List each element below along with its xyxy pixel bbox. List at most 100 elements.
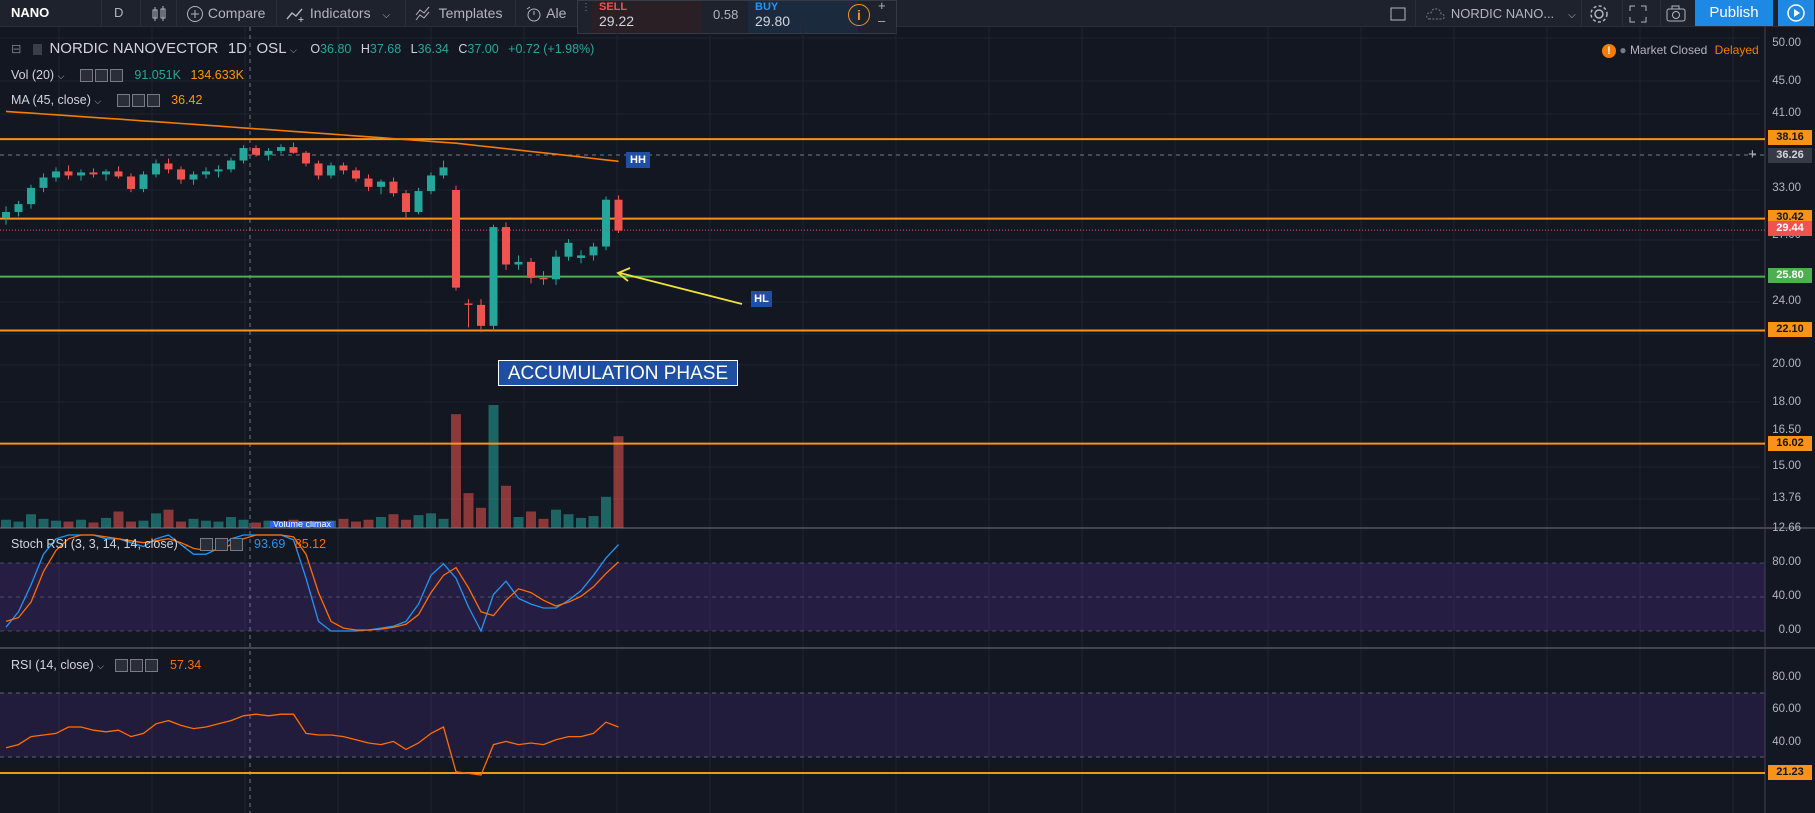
hh-label[interactable]: HH <box>626 152 650 168</box>
legend-title[interactable]: NORDIC NANOVECTOR <box>49 40 219 57</box>
alert-label: Ale <box>546 5 567 21</box>
gear-icon[interactable] <box>94 69 108 83</box>
candle-body <box>52 171 60 178</box>
volume-value: 91.051K <box>134 68 181 82</box>
candle-body <box>364 178 373 187</box>
camera-icon[interactable] <box>1665 0 1687 26</box>
candle-body <box>2 211 10 218</box>
price-tag-support: 25.80 <box>1768 268 1812 283</box>
fullscreen-square-icon[interactable] <box>1389 0 1407 26</box>
candle-body <box>339 165 348 171</box>
volume-bar <box>38 518 49 528</box>
eye-icon[interactable] <box>116 94 130 108</box>
price-axis-label: 15.00 <box>1772 460 1801 472</box>
price-axis-label: 33.00 <box>1772 182 1801 194</box>
rsi-line <box>5 713 619 776</box>
volume-bar <box>576 517 586 528</box>
candle-body <box>127 176 135 189</box>
close-icon[interactable] <box>146 94 160 108</box>
publish-button[interactable]: Publish <box>1695 0 1773 26</box>
chevron-down-icon[interactable]: ⌵ <box>57 71 65 81</box>
stoch-axis-label: 40.00 <box>1772 590 1801 602</box>
sell-button[interactable]: SELL 29.22 <box>592 1 702 33</box>
close-icon[interactable] <box>109 69 123 83</box>
high-value: 37.68 <box>369 42 402 56</box>
eye-icon[interactable] <box>79 69 93 83</box>
stoch-axis-label: 0.00 <box>1778 624 1801 636</box>
price-tag-rsi-level: 21.23 <box>1768 765 1812 780</box>
rsi-value: 57.34 <box>169 658 202 672</box>
volume-bar <box>151 513 161 528</box>
chevron-down-icon[interactable]: ⌵ <box>290 45 297 55</box>
volume-bar <box>538 518 549 528</box>
qty-minus-icon[interactable]: – <box>878 13 886 28</box>
accumulation-phase-label[interactable]: ACCUMULATION PHASE <box>498 360 738 386</box>
volume-bar <box>263 520 274 528</box>
volume-bar <box>88 522 99 528</box>
candle-body <box>264 150 273 155</box>
volume-bar <box>126 521 136 528</box>
close-icon[interactable] <box>229 538 243 552</box>
chevron-down-icon[interactable]: ⌵ <box>94 96 102 106</box>
volume-climax-tag: Volume climax <box>270 521 335 527</box>
candle-body <box>227 160 235 170</box>
candle-body <box>164 163 173 170</box>
chart-style-button[interactable] <box>150 0 168 26</box>
rsi-study-name[interactable]: RSI (14, close) <box>11 658 94 672</box>
alert-button[interactable]: Ale <box>525 0 566 26</box>
legend-collapse-icon[interactable]: ⊟ <box>11 42 22 56</box>
price-axis-label: 18.00 <box>1772 396 1801 408</box>
indicators-button[interactable]: Indicators ⌵ <box>286 0 390 26</box>
volume-study-name[interactable]: Vol (20) <box>11 68 55 82</box>
candle-body <box>614 199 623 231</box>
ma-study-name[interactable]: MA (45, close) <box>11 93 91 107</box>
volume-bar <box>426 513 436 528</box>
volume-bar <box>413 515 424 528</box>
volume-bar <box>526 511 536 528</box>
drag-handle-icon[interactable]: ⋮⋮ <box>581 2 601 13</box>
info-icon[interactable]: i <box>848 4 870 26</box>
candle-body <box>314 163 323 176</box>
stoch-study-name[interactable]: Stoch RSI (3, 3, 14, 14, close) <box>11 537 178 551</box>
chart-canvas[interactable] <box>0 27 1815 813</box>
replay-play-icon[interactable] <box>1778 0 1814 26</box>
volume-bar <box>488 405 499 528</box>
ma-legend: MA (45, close) ⌵ 36.42 <box>11 93 202 108</box>
gear-icon[interactable] <box>214 538 228 552</box>
indicators-label: Indicators <box>309 5 371 21</box>
candle-body <box>602 199 610 247</box>
candle-body <box>377 181 385 187</box>
candle-body <box>289 147 298 153</box>
candle-body <box>414 191 423 212</box>
gear-icon[interactable] <box>131 94 145 108</box>
volume-bar <box>226 516 236 528</box>
qty-plus-icon[interactable]: + <box>878 0 886 13</box>
layout-name-button[interactable]: NORDIC NANO... ⌵ <box>1425 0 1576 26</box>
chevron-down-icon[interactable]: ⌵ <box>181 540 189 550</box>
warning-icon[interactable]: ! <box>1602 43 1616 58</box>
hl-label[interactable]: HL <box>751 291 772 307</box>
volume-ma-value: 134.633K <box>190 68 244 82</box>
settings-gear-icon[interactable] <box>1588 0 1610 26</box>
volume-bar <box>51 520 61 528</box>
eye-icon[interactable] <box>199 538 213 552</box>
layout-name-label: NORDIC NANO... <box>1450 6 1555 21</box>
gear-icon[interactable] <box>130 659 144 673</box>
templates-button[interactable]: Templates <box>415 0 502 26</box>
crosshair-plus-icon[interactable]: + <box>1748 146 1757 163</box>
symbol-search-button[interactable]: NANO <box>11 5 50 20</box>
chevron-down-icon: ⌵ <box>382 10 391 21</box>
plus-circle-icon <box>187 6 203 23</box>
chevron-down-icon[interactable]: ⌵ <box>97 661 104 671</box>
interval-button[interactable]: D <box>114 5 124 20</box>
eye-icon[interactable] <box>115 659 129 673</box>
volume-bar <box>501 485 511 528</box>
compare-button[interactable]: Compare <box>186 0 265 26</box>
close-icon[interactable] <box>145 659 159 673</box>
candle-body <box>552 256 560 280</box>
expand-icon[interactable] <box>1628 0 1648 26</box>
volume-bar <box>588 516 599 528</box>
price-axis-label: 16.50 <box>1772 424 1801 436</box>
candle-body <box>477 304 485 326</box>
hl-arrow-line <box>619 272 743 305</box>
